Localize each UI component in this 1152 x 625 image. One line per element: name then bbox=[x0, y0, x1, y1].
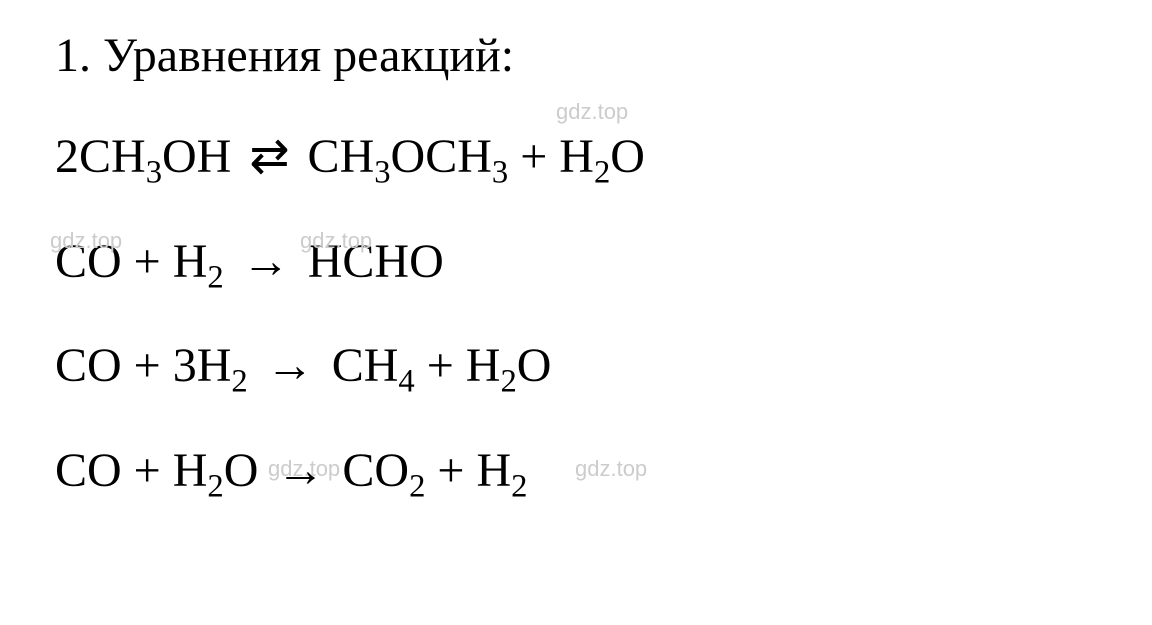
equations-list: 2CH3OH ⇄ CH3OCH3 + H2O CO + H2 → HCHO CO +… bbox=[55, 131, 645, 498]
equation-2: CO + H2 → HCHO bbox=[55, 236, 645, 289]
title-text: Уравнения реакций: bbox=[103, 29, 514, 82]
section-title: 1. Уравнения реакций: bbox=[55, 30, 645, 83]
title-number: 1. bbox=[55, 29, 103, 82]
equation-4: CO + H2O → CO2 + H2 bbox=[55, 445, 645, 498]
page-content: 1. Уравнения реакций: 2CH3OH ⇄ CH3OCH3 +… bbox=[55, 30, 645, 498]
equation-1: 2CH3OH ⇄ CH3OCH3 + H2O bbox=[55, 131, 645, 184]
equation-3: CO + 3H2 → CH4 + H2O bbox=[55, 340, 645, 393]
